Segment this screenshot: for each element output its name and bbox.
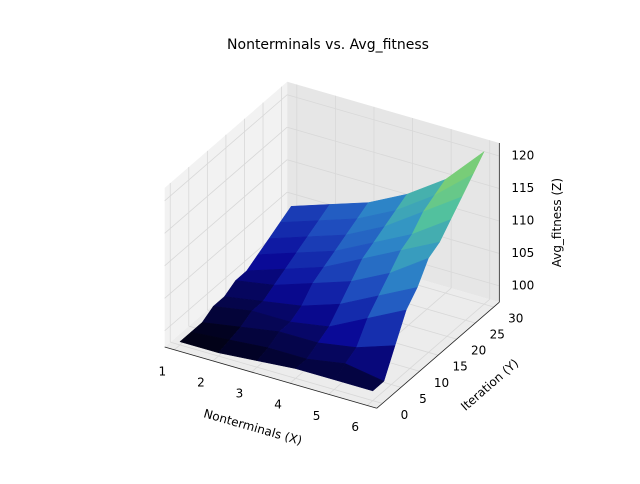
axis-line [164, 346, 377, 409]
grid-line [164, 191, 288, 299]
y-tick-label: 5 [419, 392, 427, 406]
y-tick-label: 30 [508, 311, 523, 325]
grid-line [164, 159, 288, 267]
grid-line [164, 126, 288, 234]
y-tick-label: 10 [434, 376, 449, 390]
z-tick-label: 115 [511, 181, 534, 195]
z-tick-label: 110 [511, 213, 534, 227]
y-tick-label: 15 [452, 360, 467, 374]
grid-line [170, 341, 383, 404]
chart-title: Nonterminals vs. Avg_fitness [227, 37, 429, 53]
x-tick-label: 3 [236, 387, 244, 401]
x-axis-label: Nonterminals (X) [202, 406, 304, 447]
y-tick-label: 0 [401, 408, 409, 422]
axis-line [376, 301, 500, 409]
z-axis-label: Avg_fitness (Z) [550, 178, 564, 267]
z-tick-label: 100 [511, 278, 534, 292]
grid-line [164, 94, 288, 202]
z-tick-label: 120 [511, 149, 534, 163]
y-tick-label: 20 [471, 344, 486, 358]
x-tick-label: 5 [313, 409, 321, 423]
z-tick-label: 105 [511, 246, 534, 260]
grid-line [287, 159, 500, 222]
x-tick-label: 1 [158, 364, 166, 378]
x-tick-label: 4 [274, 398, 282, 412]
grid-line [287, 94, 500, 157]
x-tick-label: 6 [351, 420, 359, 434]
x-tick-label: 2 [197, 375, 205, 389]
surface-patch [333, 363, 385, 392]
y-tick-label: 25 [490, 328, 505, 342]
